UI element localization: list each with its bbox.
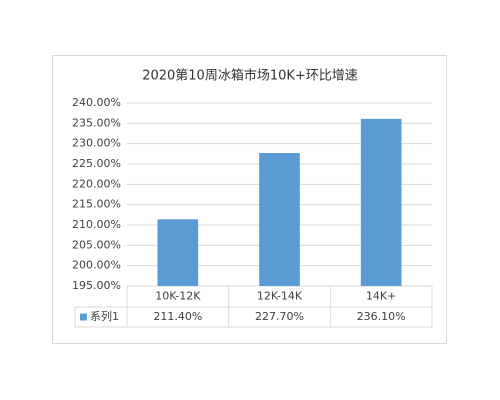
bar bbox=[157, 219, 199, 286]
bar bbox=[259, 153, 300, 286]
x-tick-label: 12K-14K bbox=[257, 290, 303, 303]
y-tick-label: 220.00% bbox=[72, 177, 121, 190]
y-tick-label: 215.00% bbox=[72, 198, 121, 211]
y-tick-label: 240.00% bbox=[72, 96, 121, 109]
data-table-value: 211.40% bbox=[153, 310, 202, 323]
y-tick-label: 235.00% bbox=[72, 116, 121, 129]
y-tick-label: 225.00% bbox=[72, 157, 121, 170]
x-tick-label: 14K+ bbox=[366, 290, 396, 303]
y-tick-label: 230.00% bbox=[72, 137, 121, 150]
y-tick-label: 195.00% bbox=[72, 279, 121, 292]
bar bbox=[360, 118, 402, 286]
chart-title: 2020第10周冰箱市场10K+环比增速 bbox=[142, 68, 358, 84]
data-table-value: 227.70% bbox=[255, 310, 304, 323]
legend-marker bbox=[80, 313, 87, 321]
y-tick-label: 205.00% bbox=[72, 238, 121, 251]
y-tick-label: 210.00% bbox=[72, 218, 121, 231]
legend-label: 系列1 bbox=[90, 309, 119, 323]
data-table-value: 236.10% bbox=[357, 310, 406, 323]
x-tick-label: 10K-12K bbox=[155, 290, 201, 303]
y-tick-label: 200.00% bbox=[72, 259, 121, 272]
